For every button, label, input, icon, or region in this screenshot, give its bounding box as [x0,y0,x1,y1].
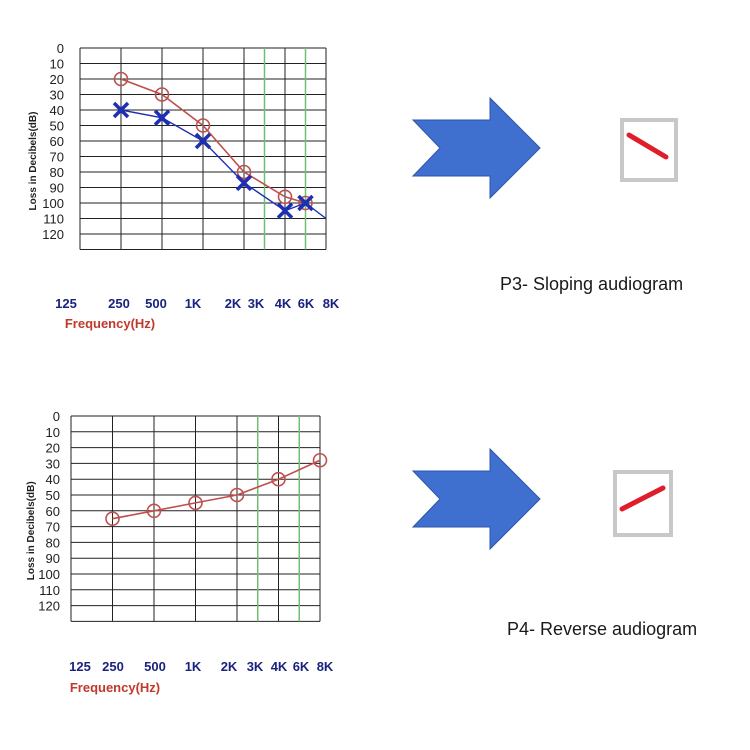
circle-marker [298,195,313,211]
series-left-ear [112,101,327,220]
x-tick-label: 125 [69,659,91,674]
series-right-ear [105,452,328,527]
y-tick-label: 100 [42,196,64,211]
x-tick-label: 8K [323,296,340,311]
x-tick-label: 125 [55,296,77,311]
cross-marker [276,202,294,219]
reverse-line-icon [613,470,673,537]
y-tick-label: 20 [46,441,60,456]
x-tick-label: 250 [108,296,130,311]
x-tick-label: 2K [221,659,238,674]
x-tick-label: 4K [271,659,288,674]
x-tick-label: 6K [293,659,310,674]
y-tick-label: 80 [46,535,60,550]
cross-marker [112,101,130,119]
caption-sloping: P3- Sloping audiogram [500,274,683,294]
y-tick-label: 60 [46,504,60,519]
chart-grid [70,415,321,622]
y-tick-label: 90 [50,181,64,196]
y-tick-label: 110 [43,212,64,227]
circle-marker [195,118,211,133]
y-tick-label: 50 [50,119,64,134]
series-line [120,78,306,204]
y-tick-label: 90 [46,551,60,566]
x-axis-label: Frequency(Hz) [65,316,155,331]
y-axis-label: Loss in Decibels(dB) [28,112,39,211]
x-tick-label: 1K [185,296,202,311]
series-line [112,459,321,520]
right-arrow-icon [411,447,541,551]
caption-reverse: P4- Reverse audiogram [507,619,697,639]
x-tick-label: 6K [298,296,315,311]
y-tick-label: 120 [42,227,64,242]
y-tick-label: 100 [38,567,60,582]
x-tick-label: 8K [317,659,334,674]
y-tick-label: 80 [50,165,64,180]
y-tick-label: 40 [46,472,60,487]
y-tick-label: 0 [53,409,60,424]
circle-marker [113,71,129,87]
series-right-ear [113,71,313,211]
circle-marker [146,503,162,519]
sloping-line-icon [620,118,678,182]
y-tick-label: 20 [50,72,64,87]
circle-marker [188,495,203,511]
y-tick-label: 10 [46,425,60,440]
y-tick-label: 70 [50,150,64,165]
y-tick-label: 0 [57,41,64,56]
x-tick-label: 3K [247,659,264,674]
circle-marker [312,452,328,468]
y-tick-label: 50 [46,488,60,503]
x-tick-label: 1K [185,659,202,674]
x-tick-label: 500 [145,296,167,311]
y-tick-label: 120 [38,599,60,614]
x-tick-label: 3K [248,296,265,311]
circle-marker [236,164,252,180]
y-tick-label: 40 [50,103,64,118]
y-tick-label: 30 [46,456,60,471]
series-line [120,109,327,220]
circle-marker [271,471,286,487]
chart-grid [79,47,327,250]
circle-marker [154,87,170,102]
right-arrow-icon [411,96,541,200]
circle-marker [105,511,120,527]
cross-marker [194,132,212,150]
y-tick-label: 110 [39,583,60,598]
x-axis-label: Frequency(Hz) [70,680,160,695]
x-tick-label: 4K [275,296,292,311]
y-tick-label: 60 [50,134,64,149]
x-tick-label: 2K [225,296,242,311]
cross-marker [297,194,314,212]
cross-marker [235,174,253,192]
y-tick-label: 10 [50,57,64,72]
cross-marker [153,109,171,126]
circle-marker [277,189,293,205]
y-tick-label: 70 [46,520,60,535]
circle-marker [229,487,245,503]
x-tick-label: 500 [144,659,166,674]
y-tick-label: 30 [50,88,64,103]
y-axis-label: Loss in Decibels(dB) [26,481,37,580]
x-tick-label: 250 [102,659,124,674]
